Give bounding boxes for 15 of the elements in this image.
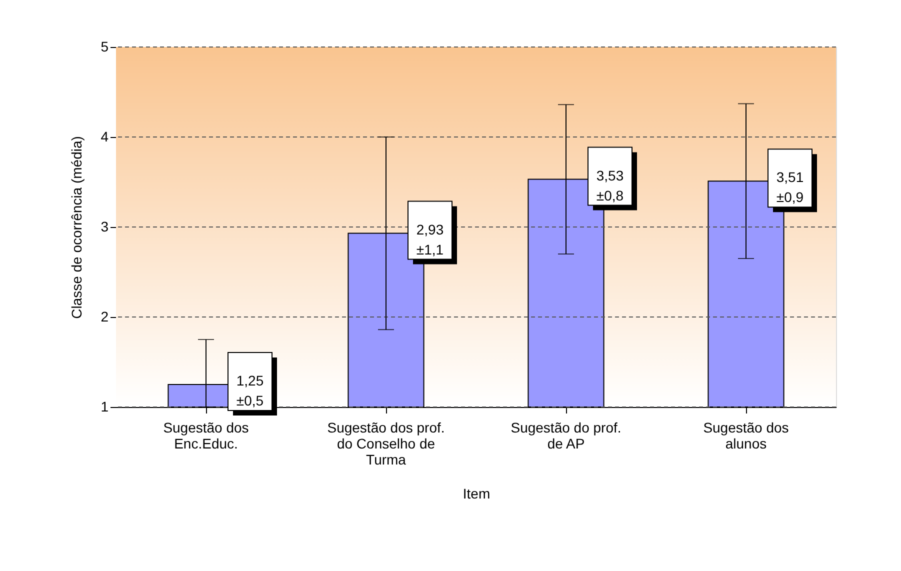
y-tick-label: 4 — [100, 128, 109, 144]
data-label: 3,53 ±0,8 — [596, 167, 624, 204]
data-label: 1,25 ±0,5 — [236, 372, 264, 408]
y-tick-label: 5 — [100, 38, 109, 54]
y-tick-label: 2 — [100, 308, 109, 324]
x-tick-label: Sugestão dos Enc.Educ. — [163, 420, 249, 452]
x-axis-title: Item — [462, 486, 490, 502]
y-tick-label: 1 — [100, 398, 109, 414]
data-label: 3,51 ±0,9 — [776, 169, 804, 206]
x-tick-label: Sugestão dos prof. do Conselho de Turma — [327, 420, 445, 468]
x-tick-label: Sugestão do prof. de AP — [510, 420, 622, 452]
y-tick-label: 3 — [100, 218, 109, 234]
data-label: 2,93 ±1,1 — [416, 221, 444, 258]
x-tick-label: Sugestão dos alunos — [703, 420, 789, 452]
y-axis-title: Classe de ocorrência (média) — [68, 136, 85, 319]
